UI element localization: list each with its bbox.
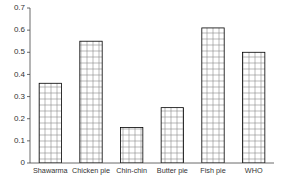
y-tick-label: 0.1 [14,136,26,145]
y-tick [27,30,30,31]
y-tick-label: 0 [21,158,26,167]
y-tick-label: 0.5 [14,47,26,56]
bars [39,28,265,163]
y-tick-label: 0.4 [14,70,26,79]
x-tick-label: WHO [245,166,263,175]
chart: 0 0.1 0.2 0.3 0.4 0.5 0.6 0.7 ShawarmaChicken pi… [0,0,282,179]
y-tick [27,140,30,141]
x-tick-label: Shawarma [33,166,69,175]
y-tick-label: 0.2 [14,114,26,123]
x-axis: ShawarmaChicken pie Chin-chin Butter pie Fi… [33,166,263,175]
x-tick-label: Chin-chin [116,166,147,175]
y-tick-label: 0.7 [14,3,26,12]
bar [80,41,102,163]
x-tick-label: Butter pie [157,166,188,175]
y-axis: 0 0.1 0.2 0.3 0.4 0.5 0.6 0.7 [14,3,30,167]
y-tick-label: 0.3 [14,92,26,101]
y-tick [27,8,30,9]
x-axis-line [30,163,274,164]
bar [39,83,61,163]
y-axis-line [30,8,31,163]
y-tick [27,118,30,119]
bar [161,108,183,163]
bar [242,52,264,163]
y-tick-label: 0.6 [14,25,26,34]
y-tick [27,52,30,53]
x-tick-label: Fish pie [200,166,225,175]
bar [202,28,224,163]
y-tick [27,74,30,75]
bar [120,128,142,163]
x-tick-label: Chicken pie [72,166,110,175]
y-tick [27,96,30,97]
y-tick [27,163,30,164]
